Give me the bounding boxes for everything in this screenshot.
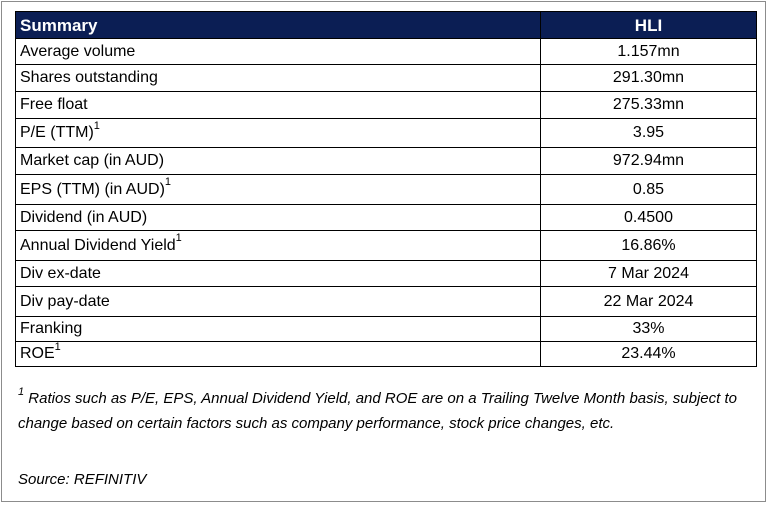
row-value: 291.30mn: [540, 64, 757, 92]
row-label-text: Shares outstanding: [20, 69, 158, 86]
row-value: 23.44%: [540, 341, 757, 367]
table-row: EPS (TTM) (in AUD)1 0.85: [15, 174, 757, 205]
row-label-text: ROE: [20, 345, 55, 362]
table-row: Div pay-date 22 Mar 2024: [15, 286, 757, 317]
table-row: Free float 275.33mn: [15, 91, 757, 119]
row-label-text: Free float: [20, 96, 88, 113]
table-header-row: Summary HLI: [15, 11, 757, 39]
row-label-text: EPS (TTM) (in AUD): [20, 180, 165, 198]
row-label: Average volume: [15, 38, 541, 65]
source-note: Source: REFINITIV: [18, 471, 147, 488]
row-label-text: Average volume: [20, 42, 136, 60]
row-label: EPS (TTM) (in AUD)1: [15, 174, 541, 205]
header-ticker: HLI: [540, 11, 757, 39]
row-label: Free float: [15, 91, 541, 119]
row-value: 275.33mn: [540, 91, 757, 119]
row-label-text: Dividend (in AUD): [20, 208, 148, 226]
row-value: 1.157mn: [540, 38, 757, 65]
table-row: Div ex-date 7 Mar 2024: [15, 260, 757, 287]
footnote-ref: 1: [54, 340, 61, 353]
row-label: Div pay-date: [15, 286, 541, 317]
table-row: Dividend (in AUD) 0.4500: [15, 204, 757, 231]
footnote-text: Ratios such as P/E, EPS, Annual Dividend…: [18, 390, 737, 432]
summary-table: Summary HLI Average volume 1.157mn Shares …: [15, 11, 757, 367]
row-value: 33%: [540, 316, 757, 342]
row-label-text: Div ex-date: [20, 264, 101, 282]
row-label-text: Annual Dividend Yield: [20, 236, 176, 254]
row-label: ROE1: [15, 340, 541, 367]
footnote: 1 Ratios such as P/E, EPS, Annual Divide…: [18, 386, 753, 436]
footnote-ref: 1: [164, 176, 172, 189]
row-label: Shares outstanding: [15, 64, 541, 92]
table-body: Average volume 1.157mn Shares outstanding 2…: [15, 38, 757, 367]
table-row: ROE1 23.44%: [15, 340, 757, 367]
footnote-ref: 1: [175, 232, 182, 245]
row-label-text: P/E (TTM): [20, 124, 94, 141]
row-value: 972.94mn: [540, 147, 757, 175]
row-value: 0.85: [540, 174, 757, 205]
row-label-text: Franking: [20, 320, 83, 337]
table-row: P/E (TTM)1 3.95: [15, 118, 757, 148]
row-label: Market cap (in AUD): [15, 147, 541, 175]
row-value: 16.86%: [540, 230, 757, 261]
row-label: P/E (TTM)1: [15, 118, 541, 148]
table-row: Shares outstanding 291.30mn: [15, 64, 757, 92]
table-row: Market cap (in AUD) 972.94mn: [15, 147, 757, 175]
row-label: Div ex-date: [15, 260, 541, 287]
row-label-text: Market cap (in AUD): [20, 152, 165, 169]
row-value: 0.4500: [540, 204, 757, 231]
row-label: Dividend (in AUD): [15, 204, 541, 231]
row-value: 22 Mar 2024: [540, 286, 757, 317]
table-row: Franking 33%: [15, 316, 757, 342]
table-row: Average volume 1.157mn: [15, 38, 757, 65]
footnote-marker: 1: [18, 386, 25, 398]
row-label: Annual Dividend Yield1: [15, 230, 541, 261]
row-label-text: Div pay-date: [20, 292, 110, 310]
footnote-ref: 1: [93, 119, 100, 132]
row-value: 7 Mar 2024: [540, 260, 757, 287]
header-summary: Summary: [15, 11, 541, 39]
row-label: Franking: [15, 316, 541, 342]
table-row: Annual Dividend Yield1 16.86%: [15, 230, 757, 261]
row-value: 3.95: [540, 118, 757, 148]
